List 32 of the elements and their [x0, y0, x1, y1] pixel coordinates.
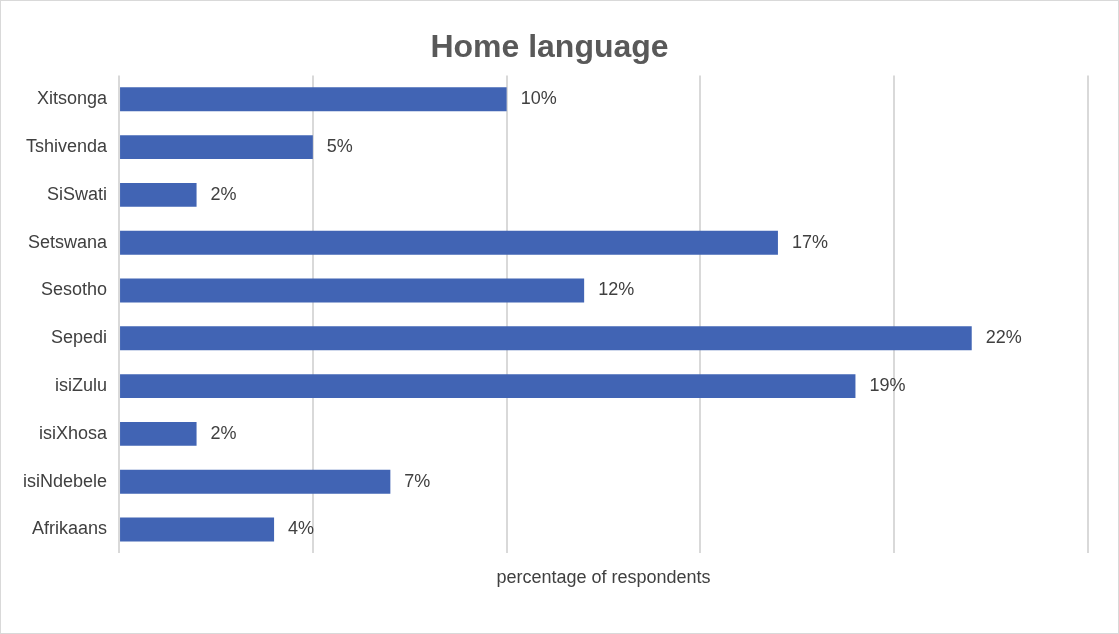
- bar: [120, 469, 391, 494]
- bar: [120, 374, 856, 399]
- data-label: 19%: [869, 375, 906, 396]
- y-tick-label: Setswana: [27, 231, 109, 252]
- data-label: 17%: [791, 231, 828, 252]
- data-label: 4%: [288, 518, 315, 539]
- chart-title: Home language: [430, 28, 669, 65]
- y-tick-label: Afrikaans: [32, 518, 108, 539]
- y-tick-label: Sesotho: [40, 279, 108, 300]
- y-tick-label: isiXhosa: [39, 422, 109, 443]
- bar: [120, 278, 585, 303]
- bar: [120, 517, 275, 542]
- data-label: 10%: [520, 88, 557, 109]
- y-tick-label: Xitsonga: [36, 88, 109, 109]
- x-axis-title: percentage of respondents: [496, 567, 711, 588]
- bar: [120, 326, 972, 351]
- bar: [120, 87, 507, 112]
- y-tick-label: isiZulu: [55, 375, 108, 396]
- bar: [120, 182, 197, 207]
- data-label: 5%: [326, 136, 353, 157]
- data-label: 22%: [985, 327, 1022, 348]
- y-tick-label: isiNdebele: [22, 470, 108, 491]
- y-tick-label: Tshivenda: [25, 136, 109, 157]
- data-label: 2%: [210, 183, 237, 204]
- y-tick-label: Sepedi: [50, 327, 108, 348]
- bar: [120, 230, 778, 255]
- y-tick-label: SiSwati: [47, 183, 108, 204]
- data-label: 7%: [404, 470, 431, 491]
- bar: [120, 135, 313, 160]
- data-label: 2%: [210, 422, 237, 443]
- bar: [120, 421, 197, 446]
- data-label: 12%: [598, 279, 635, 300]
